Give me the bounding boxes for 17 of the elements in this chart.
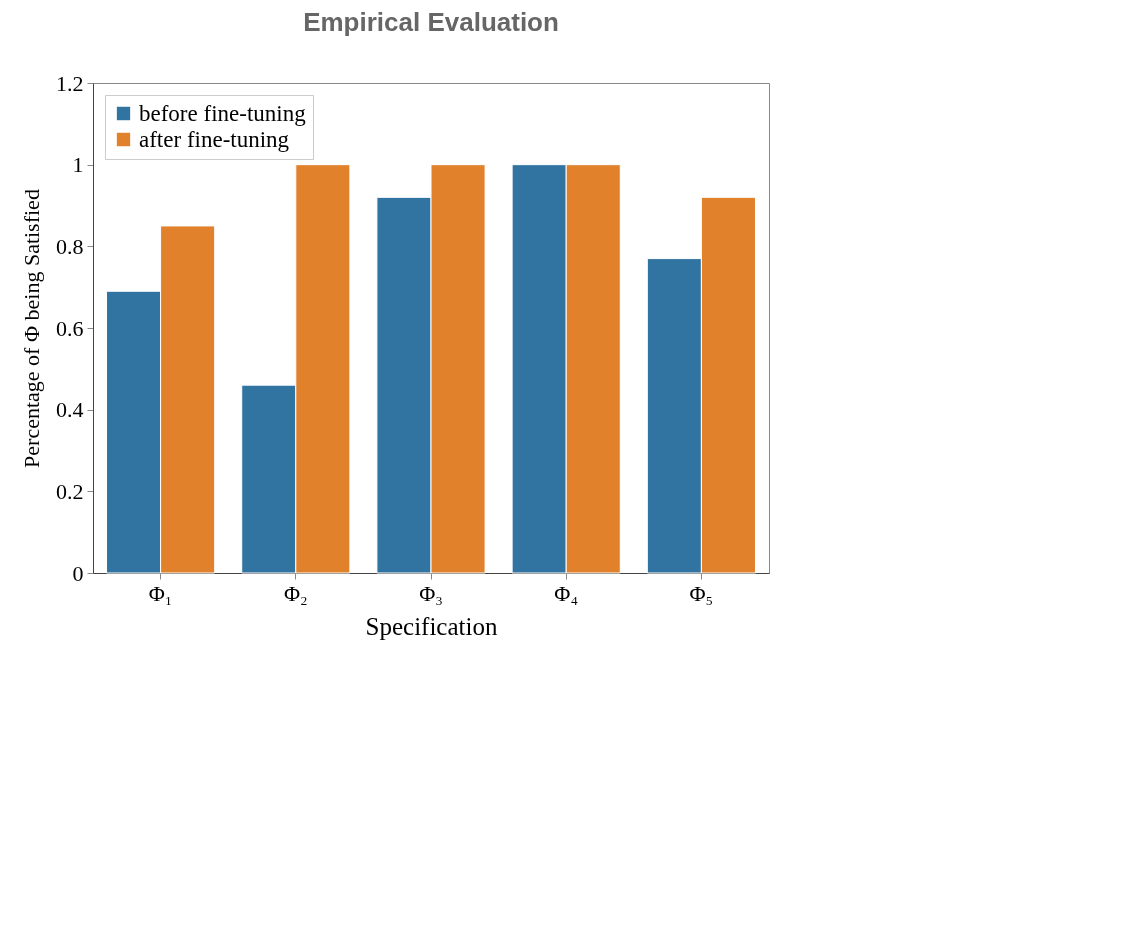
x-tick-label: Φ₅ — [689, 580, 714, 606]
x-tick-label: Φ₁ — [148, 580, 173, 606]
x-axis-title: Specification — [365, 612, 498, 640]
x-tick-label: Φ₄ — [554, 580, 579, 606]
y-tick-label: 1 — [72, 152, 84, 178]
y-tick-label: 0.4 — [56, 397, 84, 423]
y-tick-label: 0.6 — [56, 315, 84, 341]
y-tick-label: 0.8 — [56, 233, 84, 259]
y-tick-label: 0.2 — [56, 478, 84, 504]
chart-title: Empirical Evaluation — [303, 7, 559, 37]
y-tick-label: 0 — [72, 560, 84, 586]
y-tick-label: 1.2 — [56, 70, 84, 96]
x-tick-label: Φ₃ — [419, 580, 443, 606]
legend-label: before fine-tuning — [139, 100, 307, 126]
legend-label: after fine-tuning — [139, 126, 290, 152]
y-axis-title: Percentage of Φ being Satisfied — [19, 189, 44, 468]
x-tick-label: Φ₂ — [283, 580, 308, 606]
